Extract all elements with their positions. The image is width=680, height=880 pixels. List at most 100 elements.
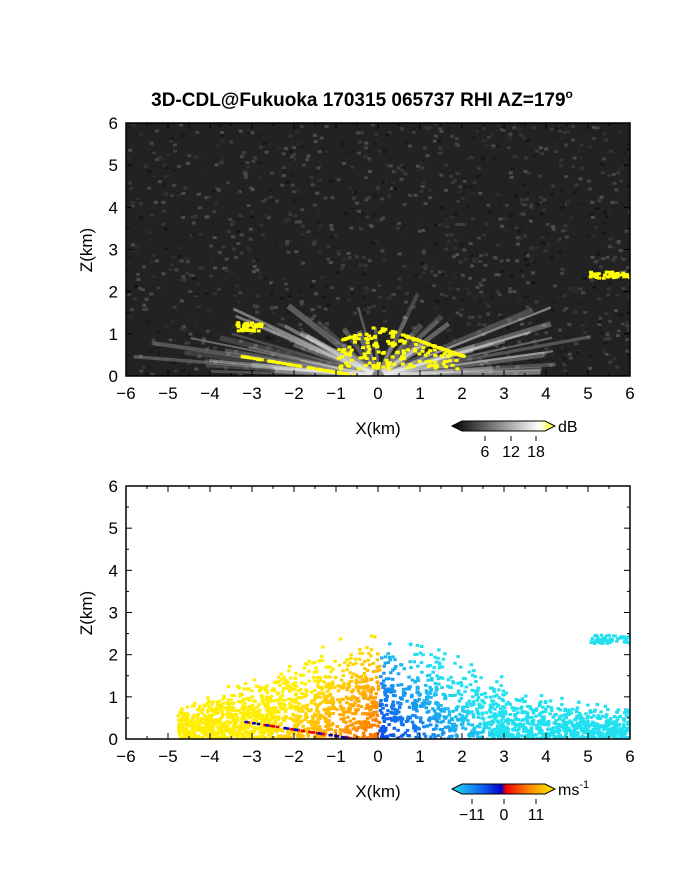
velocity-colorbar-tick-label: 0 xyxy=(500,807,509,824)
velocity-pixel xyxy=(381,725,385,728)
noise-pixel xyxy=(419,189,424,193)
velocity-pixel xyxy=(516,735,520,739)
velocity-pixel xyxy=(524,717,528,721)
strong-echo-pixel xyxy=(433,360,438,364)
noise-pixel xyxy=(287,209,292,213)
velocity-pixel xyxy=(235,718,240,722)
noise-pixel xyxy=(326,257,331,261)
velocity-pixel xyxy=(362,660,367,664)
noise-pixel xyxy=(511,336,516,340)
noise-pixel xyxy=(350,205,355,209)
velocity-pixel xyxy=(336,684,340,688)
noise-pixel xyxy=(322,295,326,299)
velocity-pixel xyxy=(377,720,382,724)
velocity-pixel xyxy=(215,732,219,736)
noise-pixel xyxy=(209,244,214,248)
velocity-pixel xyxy=(265,691,270,695)
velocity-pixel xyxy=(559,724,563,728)
velocity-pixel xyxy=(258,689,262,693)
noise-pixel xyxy=(486,312,491,316)
noise-pixel xyxy=(571,217,576,221)
noise-pixel xyxy=(527,303,532,307)
velocity-pixel xyxy=(499,711,503,715)
velocity-pixel xyxy=(201,731,206,735)
velocity-pixel xyxy=(590,720,595,724)
noise-pixel xyxy=(623,150,628,154)
noise-pixel xyxy=(300,224,305,228)
strong-echo-pixel xyxy=(621,273,626,277)
noise-pixel xyxy=(336,344,341,348)
velocity-y-tick-label: 5 xyxy=(109,519,118,538)
velocity-pixel xyxy=(316,721,320,725)
noise-pixel xyxy=(530,216,535,220)
velocity-pixel xyxy=(196,728,201,732)
noise-pixel xyxy=(476,236,481,240)
velocity-pixel xyxy=(514,717,518,721)
strong-echo-pixel xyxy=(236,321,241,325)
velocity-pixel xyxy=(364,679,368,683)
velocity-pixel xyxy=(179,721,184,725)
velocity-pixel xyxy=(290,688,294,692)
velocity-pixel xyxy=(492,694,497,698)
noise-pixel xyxy=(577,189,582,193)
velocity-pixel xyxy=(598,717,603,720)
strong-echo-pixel xyxy=(356,337,361,341)
noise-pixel xyxy=(428,188,433,192)
noise-pixel xyxy=(310,317,315,321)
velocity-pixel xyxy=(444,715,449,719)
velocity-pixel xyxy=(357,737,362,739)
strong-echo-pixel xyxy=(248,328,253,332)
noise-pixel xyxy=(578,177,583,181)
velocity-pixel xyxy=(529,730,534,734)
strong-echo-pixel xyxy=(392,330,397,334)
velocity-pixel xyxy=(221,702,225,706)
velocity-layer-pixel xyxy=(606,641,610,645)
strong-echo-pixel xyxy=(387,342,392,346)
noise-pixel xyxy=(346,298,351,302)
noise-pixel xyxy=(367,159,372,163)
noise-pixel xyxy=(148,341,153,345)
noise-pixel xyxy=(151,253,156,257)
velocity-pixel xyxy=(248,722,252,726)
clutter-pixel xyxy=(311,731,315,734)
noise-pixel xyxy=(492,157,497,161)
noise-pixel xyxy=(463,257,468,261)
noise-pixel xyxy=(149,350,154,353)
velocity-pixel xyxy=(454,706,459,710)
strong-echo-pixel xyxy=(406,336,411,339)
noise-pixel xyxy=(376,187,381,191)
noise-pixel xyxy=(324,150,329,154)
noise-pixel xyxy=(557,129,562,133)
noise-pixel xyxy=(317,150,322,154)
noise-pixel xyxy=(355,370,360,374)
velocity-pixel xyxy=(177,725,181,729)
velocity-pixel xyxy=(587,723,591,726)
velocity-pixel xyxy=(325,721,330,725)
strong-echo-pixel xyxy=(615,272,620,275)
velocity-pixel xyxy=(312,675,316,679)
noise-pixel xyxy=(282,124,287,128)
strong-echo-pixel xyxy=(399,357,404,361)
velocity-pixel xyxy=(491,721,495,725)
velocity-pixel xyxy=(268,730,272,734)
backscatter-ray xyxy=(232,307,379,376)
velocity-pixel xyxy=(260,699,265,703)
velocity-pixel xyxy=(371,687,375,691)
noise-pixel xyxy=(620,322,625,326)
backscatter-ray xyxy=(292,341,379,376)
velocity-pixel xyxy=(389,671,393,675)
noise-pixel xyxy=(559,159,564,162)
velocity-pixel xyxy=(288,706,292,710)
velocity-pixel xyxy=(425,696,429,699)
noise-pixel xyxy=(197,332,202,336)
velocity-pixel xyxy=(220,715,224,719)
velocity-pixel xyxy=(421,721,425,725)
noise-pixel xyxy=(220,134,225,138)
velocity-pixel xyxy=(348,719,353,723)
noise-pixel xyxy=(462,179,467,183)
noise-pixel xyxy=(377,280,381,284)
strong-echo-pixel xyxy=(622,275,627,279)
velocity-pixel xyxy=(574,709,579,713)
velocity-pixel xyxy=(599,710,603,714)
velocity-pixel xyxy=(263,703,268,706)
